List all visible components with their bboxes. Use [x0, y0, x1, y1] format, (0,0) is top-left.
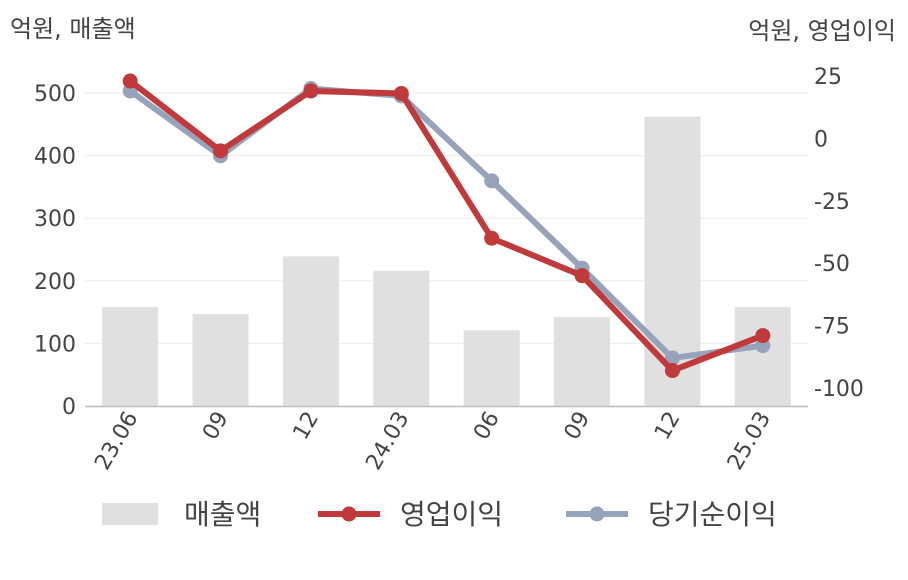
bar: [554, 317, 611, 406]
x-tick-label: 12: [650, 408, 686, 445]
right-axis-unit-label: 억원, 영업이익: [748, 17, 896, 45]
series-point: [574, 268, 590, 284]
series-point: [484, 230, 500, 246]
legend: 매출액 영업이익 당기순이익: [102, 498, 777, 531]
series-point: [755, 328, 771, 344]
series-line: [127, 77, 766, 374]
axes: 0 100 200 300 400 500 25 0 -25 -50 -75 -100 23.06 09 1…: [34, 65, 864, 475]
bar: [463, 330, 520, 406]
right-tick-label: -100: [814, 377, 864, 402]
left-tick-label: 100: [34, 332, 76, 357]
legend-label: 매출액: [184, 498, 261, 531]
series-point: [664, 350, 680, 366]
legend-swatch-point: [589, 506, 605, 522]
right-tick-label: -25: [814, 190, 850, 215]
series-line: [127, 85, 766, 362]
right-tick-label: 25: [814, 65, 842, 90]
legend-swatch-point: [341, 506, 357, 522]
legend-label: 영업이익: [400, 498, 503, 531]
x-tick-label: 06: [469, 408, 505, 445]
right-tick-label: -50: [814, 252, 850, 277]
series-point: [393, 85, 409, 101]
right-tick-label: 0: [814, 127, 828, 152]
x-tick-label: 23.06: [90, 408, 143, 475]
left-tick-label: 500: [34, 82, 76, 107]
legend-label: 당기순이익: [648, 498, 777, 531]
x-tick-label: 09: [198, 408, 234, 445]
right-tick-label: -75: [814, 315, 850, 340]
left-tick-label: 300: [34, 207, 76, 232]
bar: [734, 307, 791, 406]
x-tick-label: 24.03: [361, 408, 414, 475]
bar: [102, 307, 159, 406]
left-tick-label: 400: [34, 145, 76, 170]
bar: [192, 313, 249, 406]
line-series: [122, 73, 771, 379]
series-point: [122, 73, 138, 89]
left-tick-label: 200: [34, 270, 76, 295]
x-tick-label: 09: [560, 408, 596, 445]
series-point: [664, 363, 680, 379]
legend-swatch-bar: [102, 503, 158, 525]
series-point: [484, 173, 500, 189]
x-tick-label: 12: [288, 408, 324, 445]
series-point: [213, 143, 229, 159]
series-point: [303, 83, 319, 99]
left-axis-unit-label: 억원, 매출액: [10, 15, 136, 43]
bar: [373, 270, 430, 406]
bar: [282, 256, 339, 406]
x-tick-label: 25.03: [723, 408, 776, 475]
bar-series: [102, 116, 791, 407]
left-tick-label: 0: [62, 395, 76, 420]
